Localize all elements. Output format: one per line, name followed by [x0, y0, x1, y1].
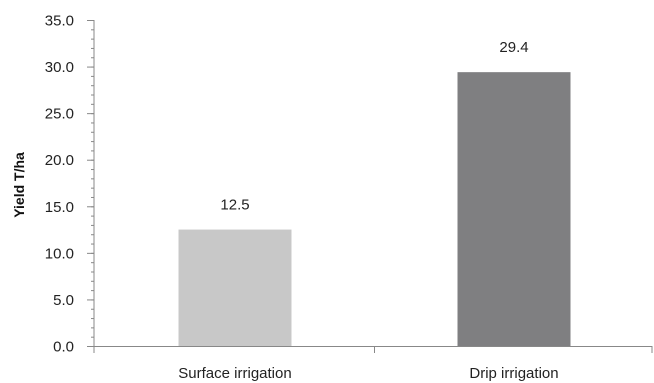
y-tick-label: 25.0: [45, 106, 74, 123]
y-tick-label: 20.0: [45, 152, 74, 169]
y-axis: 0.0 5.0 10.0 15.0 20.0 25.0 30.0 35.0: [45, 13, 95, 356]
y-axis-title: Yield T/ha: [11, 152, 27, 218]
y-tick-label: 0.0: [53, 339, 74, 356]
y-tick-label: 10.0: [45, 245, 74, 262]
x-tick-label: Drip irrigation: [469, 365, 558, 382]
y-tick-label: 35.0: [45, 13, 74, 30]
data-labels: 12.5 29.4: [220, 39, 528, 213]
bars: [178, 72, 571, 346]
bar: [178, 229, 292, 346]
y-tick-label: 15.0: [45, 199, 74, 216]
x-tick-label: Surface irrigation: [178, 365, 291, 382]
bar-data-label: 29.4: [499, 39, 528, 56]
bar: [457, 72, 571, 346]
x-axis: Surface irrigation Drip irrigation: [93, 346, 653, 382]
bar-data-label: 12.5: [220, 197, 249, 214]
y-tick-label: 5.0: [53, 292, 74, 309]
y-tick-label: 30.0: [45, 59, 74, 76]
